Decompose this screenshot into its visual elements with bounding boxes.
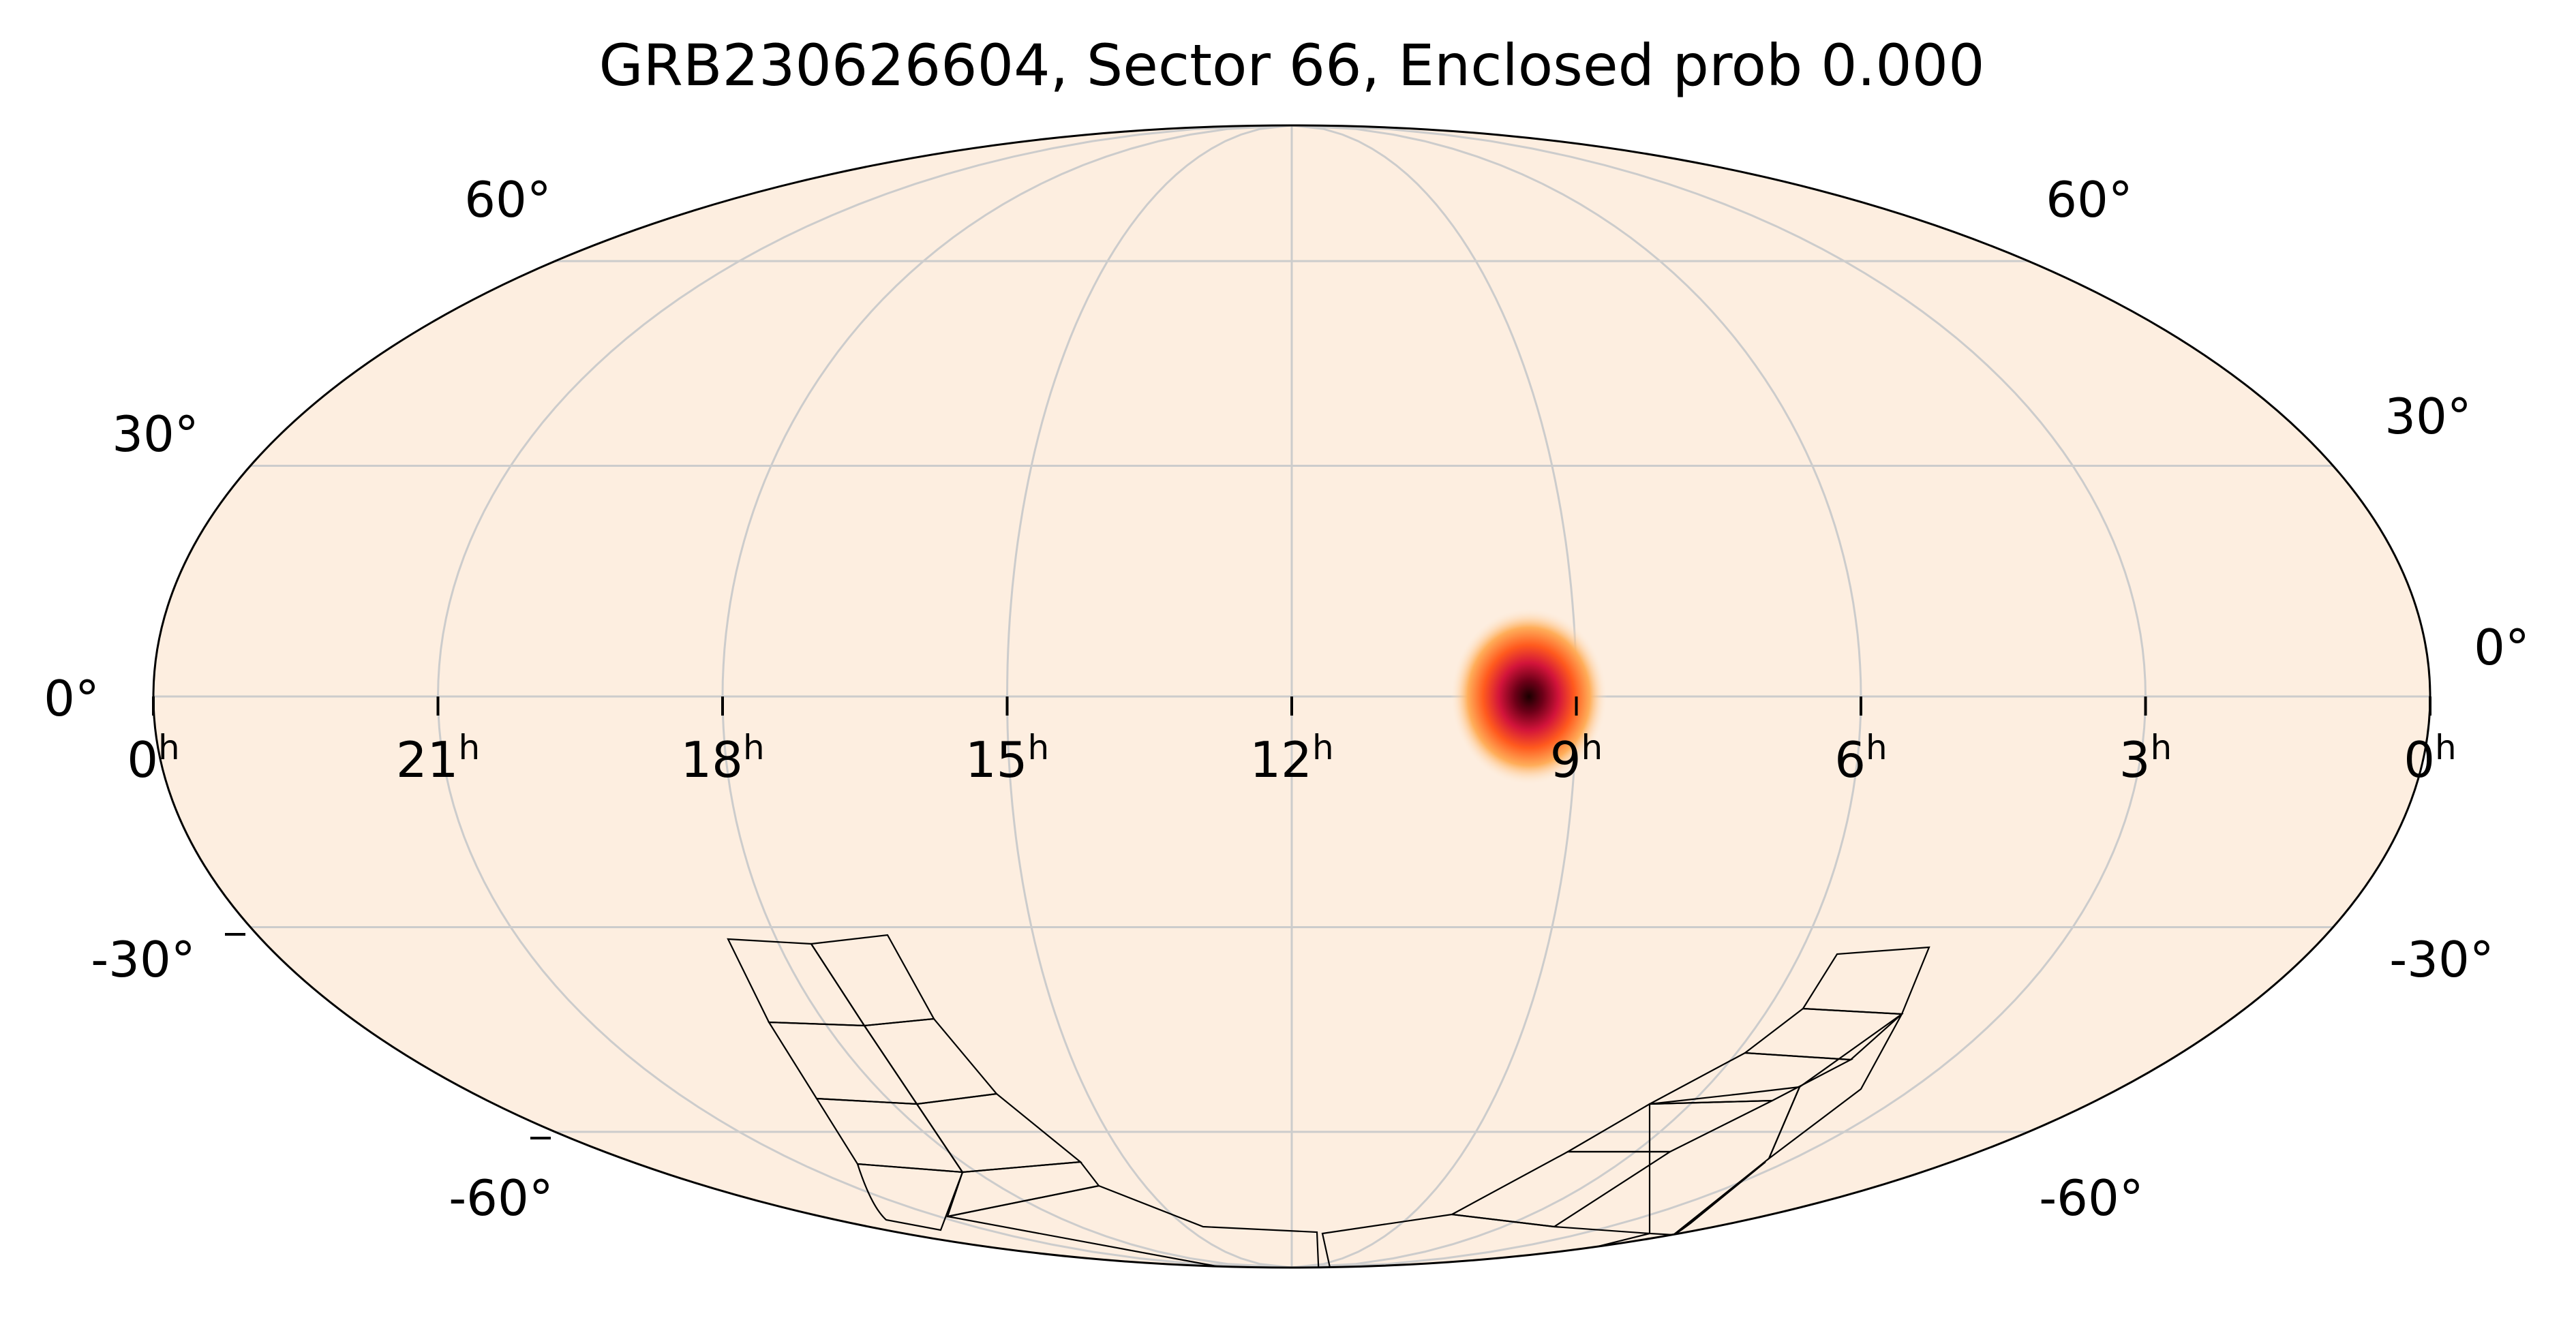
ra-label: 0h — [127, 728, 180, 788]
ra-label: 12h — [1249, 728, 1333, 788]
ccd-outline — [947, 1184, 1320, 1268]
ra-tick-marks — [152, 696, 2431, 716]
tess-sector-footprint — [727, 934, 1930, 1268]
ccd-outline — [856, 1163, 964, 1231]
dec-label-right-30: 30° — [2384, 388, 2472, 445]
dec-label-left-minus60: -60° — [449, 1169, 554, 1227]
chart-title: GRB230626604, Sector 66, Enclosed prob 0… — [598, 32, 1984, 99]
ra-label: 21h — [396, 728, 480, 788]
ra-label: 3h — [2119, 728, 2172, 788]
ra-labels: 0h 21h 18h 15h 12h 9h 6h 3h 0h — [127, 728, 2457, 788]
ra-label: 18h — [680, 728, 764, 788]
ra-label: 15h — [965, 728, 1049, 788]
dec-label-right-minus30: -30° — [2389, 931, 2494, 988]
ra-label: 6h — [1834, 728, 1888, 788]
grb-localization-blob — [1450, 608, 1607, 785]
dec-label-right-0: 0° — [2474, 619, 2530, 676]
dec-label-right-60: 60° — [2046, 171, 2133, 228]
dec-labels-left: 60° 30° 0° -30° -60° — [44, 171, 554, 1227]
dec-label-left-60: 60° — [464, 171, 551, 228]
dec-tick-marks — [225, 933, 551, 1139]
dec-label-left-30: 30° — [112, 405, 199, 463]
dec-label-left-0: 0° — [44, 670, 100, 727]
ra-label: 9h — [1550, 728, 1603, 788]
dec-label-left-minus30: -30° — [91, 931, 196, 988]
dec-label-right-minus60: -60° — [2039, 1169, 2144, 1227]
ccd-outline — [1802, 946, 1930, 1015]
dec-labels-right: 60° 30° 0° -30° -60° — [2039, 171, 2530, 1227]
ra-label: 0h — [2404, 728, 2457, 788]
ccd-outline — [1767, 1013, 1903, 1161]
